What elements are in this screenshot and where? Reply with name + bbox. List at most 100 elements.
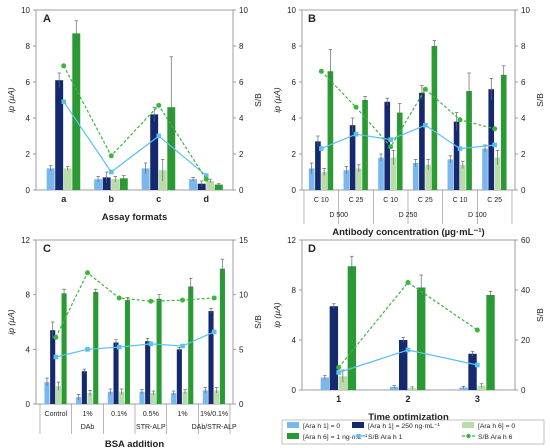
bar xyxy=(356,168,362,190)
y-tick-label: 12 xyxy=(287,236,296,245)
sb-point xyxy=(108,169,114,175)
bar xyxy=(145,341,151,404)
bar xyxy=(208,311,214,404)
sb-point xyxy=(319,146,324,151)
y2-tick-label: 8 xyxy=(239,42,244,51)
bar xyxy=(396,112,403,190)
sb-point xyxy=(388,137,393,142)
sb-point xyxy=(85,270,90,276)
sb-point xyxy=(53,334,59,340)
category-label: C 25 xyxy=(487,197,502,204)
group-label: D 500 xyxy=(329,212,348,219)
legend-swatch xyxy=(287,422,299,428)
category-label: C 25 xyxy=(349,197,364,204)
sb-point xyxy=(336,365,342,370)
y2-tick-label: 0 xyxy=(239,400,244,409)
sb-point xyxy=(405,347,411,353)
bar xyxy=(390,386,399,390)
sb-point xyxy=(405,280,411,285)
sb-point xyxy=(108,153,114,159)
sb-point xyxy=(61,99,67,105)
bar xyxy=(214,184,223,190)
bar xyxy=(150,393,156,404)
bar xyxy=(500,74,507,190)
bar xyxy=(189,179,198,190)
sb-point xyxy=(180,297,185,303)
category-label: 1% xyxy=(82,411,92,418)
sb-point xyxy=(388,144,394,150)
category-label: C 10 xyxy=(314,197,329,204)
group-label: D 250 xyxy=(399,212,418,219)
y2-tick-label: 40 xyxy=(521,286,530,295)
sb-point xyxy=(211,329,217,335)
y2-axis-title: S/B xyxy=(253,93,263,107)
sb-point xyxy=(53,354,59,360)
bar xyxy=(390,157,397,190)
sb-point xyxy=(492,126,498,132)
bar xyxy=(176,349,182,404)
legend-marker xyxy=(356,434,361,438)
y-axis-title: ip (µA) xyxy=(272,302,282,327)
category-label: 2 xyxy=(405,394,410,404)
y-tick-label: 8 xyxy=(292,42,297,51)
y2-tick-label: 10 xyxy=(239,291,248,300)
panel-letter-B: B xyxy=(308,13,316,25)
sb-point xyxy=(61,63,67,69)
legend-label: S/B Ara h 6 xyxy=(478,434,513,441)
y2-tick-label: 2 xyxy=(239,150,244,159)
bar xyxy=(425,164,431,190)
bar xyxy=(76,397,82,404)
bar xyxy=(63,168,72,190)
sb-point xyxy=(423,122,428,128)
y-axis-title: ip (µA) xyxy=(6,309,16,334)
bar xyxy=(349,125,356,190)
bar xyxy=(182,391,188,404)
bar xyxy=(417,287,426,390)
bar xyxy=(44,382,50,404)
y2-tick-label: 2 xyxy=(521,150,526,159)
sb-point xyxy=(475,362,480,368)
y2-tick-label: 10 xyxy=(239,6,248,15)
bar xyxy=(141,168,150,190)
bar xyxy=(468,353,477,390)
bar xyxy=(119,178,128,190)
y2-tick-label: 4 xyxy=(239,114,244,123)
bar xyxy=(139,391,145,404)
sb-line-ara6 xyxy=(338,281,478,368)
x-axis-title: Time optimization xyxy=(368,412,449,423)
y-tick-label: 8 xyxy=(26,42,31,51)
legend-label: [Ara h 1] = 0 xyxy=(303,423,340,430)
category-label: d xyxy=(204,194,210,204)
x-axis-title: BSA addition xyxy=(105,439,164,448)
bar xyxy=(488,89,495,190)
legend-label: [Ara h 6] = 1 ng·mL⁻¹ xyxy=(303,434,368,441)
y-tick-label: 4 xyxy=(26,345,31,354)
category-label: 1%/0.1% xyxy=(200,411,228,418)
sb-line-ara6 xyxy=(63,65,207,180)
y2-tick-label: 4 xyxy=(521,114,526,123)
y2-tick-label: 5 xyxy=(239,345,244,354)
bar xyxy=(202,390,208,404)
category-label: 0.1% xyxy=(111,411,127,418)
group-label: D 100 xyxy=(468,212,487,219)
y-axis-title: ip (µA) xyxy=(6,87,16,112)
y2-tick-label: 0 xyxy=(521,386,526,395)
bar xyxy=(94,179,103,190)
bar xyxy=(327,71,334,190)
legend-swatch xyxy=(352,422,364,428)
bar xyxy=(46,168,55,190)
category-label: 1 xyxy=(336,394,341,404)
sb-point xyxy=(336,370,341,375)
bar xyxy=(399,340,408,390)
panel-letter-D: D xyxy=(308,243,316,255)
y-tick-label: 0 xyxy=(26,186,31,195)
y-axis-title: ip (µA) xyxy=(272,87,282,112)
bar xyxy=(460,164,466,190)
y-tick-label: 10 xyxy=(287,6,296,15)
bar xyxy=(188,286,194,404)
plot-frame-B xyxy=(301,9,516,191)
legend-swatch xyxy=(462,422,474,428)
y-tick-label: 0 xyxy=(26,400,31,409)
legend-label: [Ara h 1] = 250 ng·mL⁻¹ xyxy=(368,423,441,430)
